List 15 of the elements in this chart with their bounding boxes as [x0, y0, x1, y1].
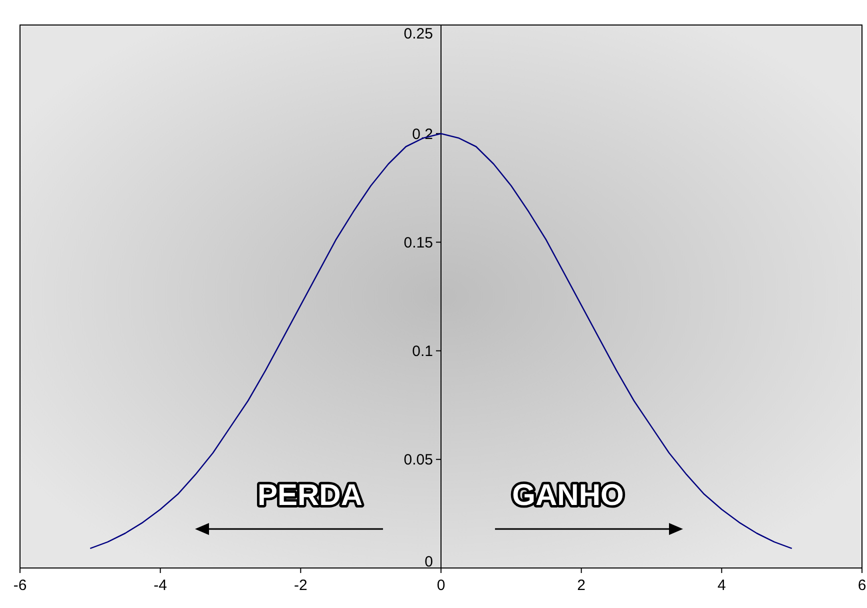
y-tick-label: 0.15: [404, 234, 433, 252]
y-tick-label: 0.2: [412, 126, 433, 143]
annotation: PERDA: [257, 479, 363, 512]
x-tick-label: 0: [436, 577, 446, 594]
y-tick-label: 0: [424, 554, 433, 570]
y-tick-label: 0.1: [412, 343, 433, 360]
x-tick-label: -4: [154, 577, 168, 594]
x-tick-label: 2: [577, 577, 586, 594]
x-tick-label: 6: [858, 577, 866, 594]
y-tick-label: 0.25: [404, 26, 433, 42]
x-tick-label: 4: [717, 577, 726, 594]
annotation: GANHO: [512, 479, 624, 512]
x-tick-label: -6: [13, 577, 27, 594]
y-tick-label: 0.05: [404, 452, 433, 469]
x-tick-label: -2: [294, 577, 308, 594]
